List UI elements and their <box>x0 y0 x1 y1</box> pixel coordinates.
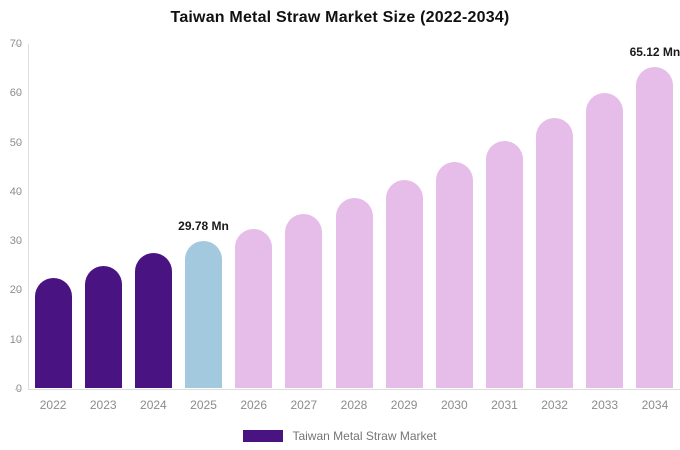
data-label-2025: 29.78 Mn <box>178 219 229 234</box>
x-axis-tick-label-2025: 2025 <box>190 398 217 412</box>
legend-label: Taiwan Metal Straw Market <box>292 429 437 443</box>
x-axis-tick-label-2024: 2024 <box>140 398 167 412</box>
bar-2027 <box>285 214 323 388</box>
bar-2026 <box>235 228 273 388</box>
x-axis-tick-label-2023: 2023 <box>89 398 117 412</box>
y-axis-tick-mark <box>15 241 20 243</box>
x-axis-tick-label-2022: 2022 <box>39 398 67 412</box>
bar-2033 <box>586 93 624 388</box>
bar-2028 <box>335 197 373 388</box>
y-axis-tick-mark <box>15 389 20 390</box>
y-axis-tick-mark <box>15 290 20 292</box>
bar-2029 <box>385 180 423 388</box>
y-axis-tick-mark <box>15 191 20 193</box>
y-axis-line <box>28 44 29 389</box>
data-label-2034: 65.12 Mn <box>629 45 680 60</box>
x-axis-tick-label-2026: 2026 <box>240 398 268 412</box>
bar-2031 <box>485 141 523 388</box>
x-axis-tick-label-2030: 2030 <box>440 398 468 412</box>
bar-2034 <box>636 67 674 388</box>
y-axis-tick-mark <box>15 339 20 341</box>
bar-2030 <box>435 161 473 388</box>
y-axis-tick-mark <box>15 93 20 95</box>
x-axis-tick-label-2029: 2029 <box>390 398 418 412</box>
bar-2023 <box>84 265 122 388</box>
bar-2024 <box>134 253 172 388</box>
x-axis-line <box>28 389 680 390</box>
x-axis-tick-label-2031: 2031 <box>491 398 518 412</box>
plot-area: 010203040506070202220232024202529.78 Mn2… <box>10 38 680 412</box>
legend-swatch <box>243 430 284 442</box>
x-axis-tick-label-2028: 2028 <box>340 398 368 412</box>
x-axis-tick-label-2034: 2034 <box>641 398 669 412</box>
y-axis-tick-mark <box>15 142 20 144</box>
x-axis-tick-label-2027: 2027 <box>290 398 318 412</box>
bar-2022 <box>34 277 72 388</box>
legend-item-taiwan-metal-straw-market[interactable]: Taiwan Metal Straw Market <box>0 429 680 443</box>
x-axis-tick-label-2032: 2032 <box>541 398 568 412</box>
chart-title: Taiwan Metal Straw Market Size (2022-203… <box>170 9 510 26</box>
x-axis-tick-label-2033: 2033 <box>591 398 619 412</box>
bar-2032 <box>536 118 574 388</box>
y-axis-tick-mark <box>15 44 20 45</box>
bar-2025 <box>185 241 223 388</box>
